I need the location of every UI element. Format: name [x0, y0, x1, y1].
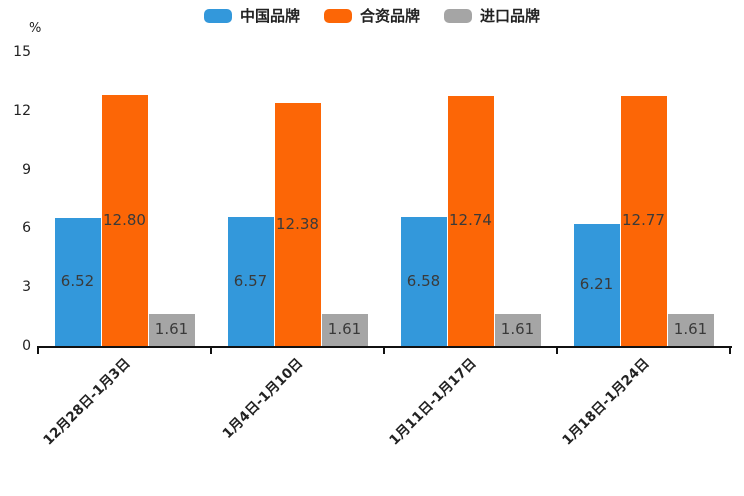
bar-import-brand-group3: [494, 314, 541, 346]
bar-joint-venture-brand-group1: [101, 95, 148, 346]
legend-item-joint-venture-brand[interactable]: 合资品牌: [323, 7, 420, 25]
bar-value-import-brand-group3: 1.61: [500, 320, 535, 338]
x-axis-line: [38, 346, 732, 348]
legend-label-import-brand: 进口品牌: [480, 7, 541, 25]
legend-label-joint-venture-brand: 合资品牌: [359, 7, 420, 25]
bar-joint-venture-brand-group3: [447, 96, 494, 346]
bar-import-brand-group2: [321, 314, 368, 346]
bar-value-joint-venture-brand-group2: 12.38: [276, 214, 319, 233]
bar-joint-venture-brand-group2: [274, 103, 321, 346]
y-axis-tick-label-0: 0: [22, 338, 31, 354]
bar-china-brand-group2: [227, 217, 274, 346]
x-axis-category-label-2: 1月4日-1月10日: [219, 355, 307, 442]
bar-value-import-brand-group2: 1.61: [327, 320, 362, 338]
x-axis-category-label-4: 1月18日-1月24日: [558, 355, 653, 449]
bar-value-china-brand-group2: 6.57: [233, 271, 268, 290]
y-axis-tick-label-9: 9: [22, 161, 31, 178]
x-axis-tick-4: [729, 346, 731, 354]
bar-china-brand-group3: [400, 217, 447, 346]
legend-item-china-brand[interactable]: 中国品牌: [203, 7, 300, 25]
y-axis-tick-label-12: 12: [13, 102, 31, 119]
y-axis-tick-label-15: 15: [13, 44, 31, 60]
bar-import-brand-group1: [148, 314, 195, 346]
x-axis-tick-0: [37, 346, 39, 354]
bar-value-china-brand-group4: 6.21: [579, 275, 614, 293]
y-axis-tick-label-3: 3: [22, 279, 31, 296]
bar-value-import-brand-group1: 1.61: [154, 320, 189, 338]
x-axis-tick-2: [383, 346, 385, 354]
legend-label-china-brand: 中国品牌: [239, 7, 300, 25]
y-axis-unit-label: %: [29, 21, 42, 36]
x-axis-tick-3: [556, 346, 558, 354]
x-axis-category-label-1: 12月28日-1月3日: [39, 355, 134, 449]
bar-value-joint-venture-brand-group4: 12.77: [622, 211, 665, 229]
legend-swatch-joint-venture-brand: [323, 9, 352, 23]
bar-value-china-brand-group3: 6.58: [406, 271, 441, 290]
chart-legend: 中国品牌 合资品牌 进口品牌: [0, 8, 744, 24]
bar-value-import-brand-group4: 1.61: [673, 320, 708, 338]
bar-china-brand-group1: [54, 218, 101, 346]
bar-import-brand-group4: [667, 314, 714, 346]
bar-joint-venture-brand-group4: [620, 96, 667, 346]
bar-value-china-brand-group1: 6.52: [60, 272, 95, 290]
x-axis-tick-1: [210, 346, 212, 354]
bar-china-brand-group4: [573, 224, 620, 346]
legend-swatch-import-brand: [444, 9, 472, 23]
bar-value-joint-venture-brand-group3: 12.74: [449, 211, 492, 229]
x-axis-category-label-3: 1月11日-1月17日: [385, 355, 480, 449]
legend-item-import-brand[interactable]: 进口品牌: [444, 8, 540, 24]
legend-swatch-china-brand: [203, 9, 232, 23]
y-axis-tick-label-6: 6: [22, 220, 31, 237]
bar-value-joint-venture-brand-group1: 12.80: [103, 210, 146, 229]
